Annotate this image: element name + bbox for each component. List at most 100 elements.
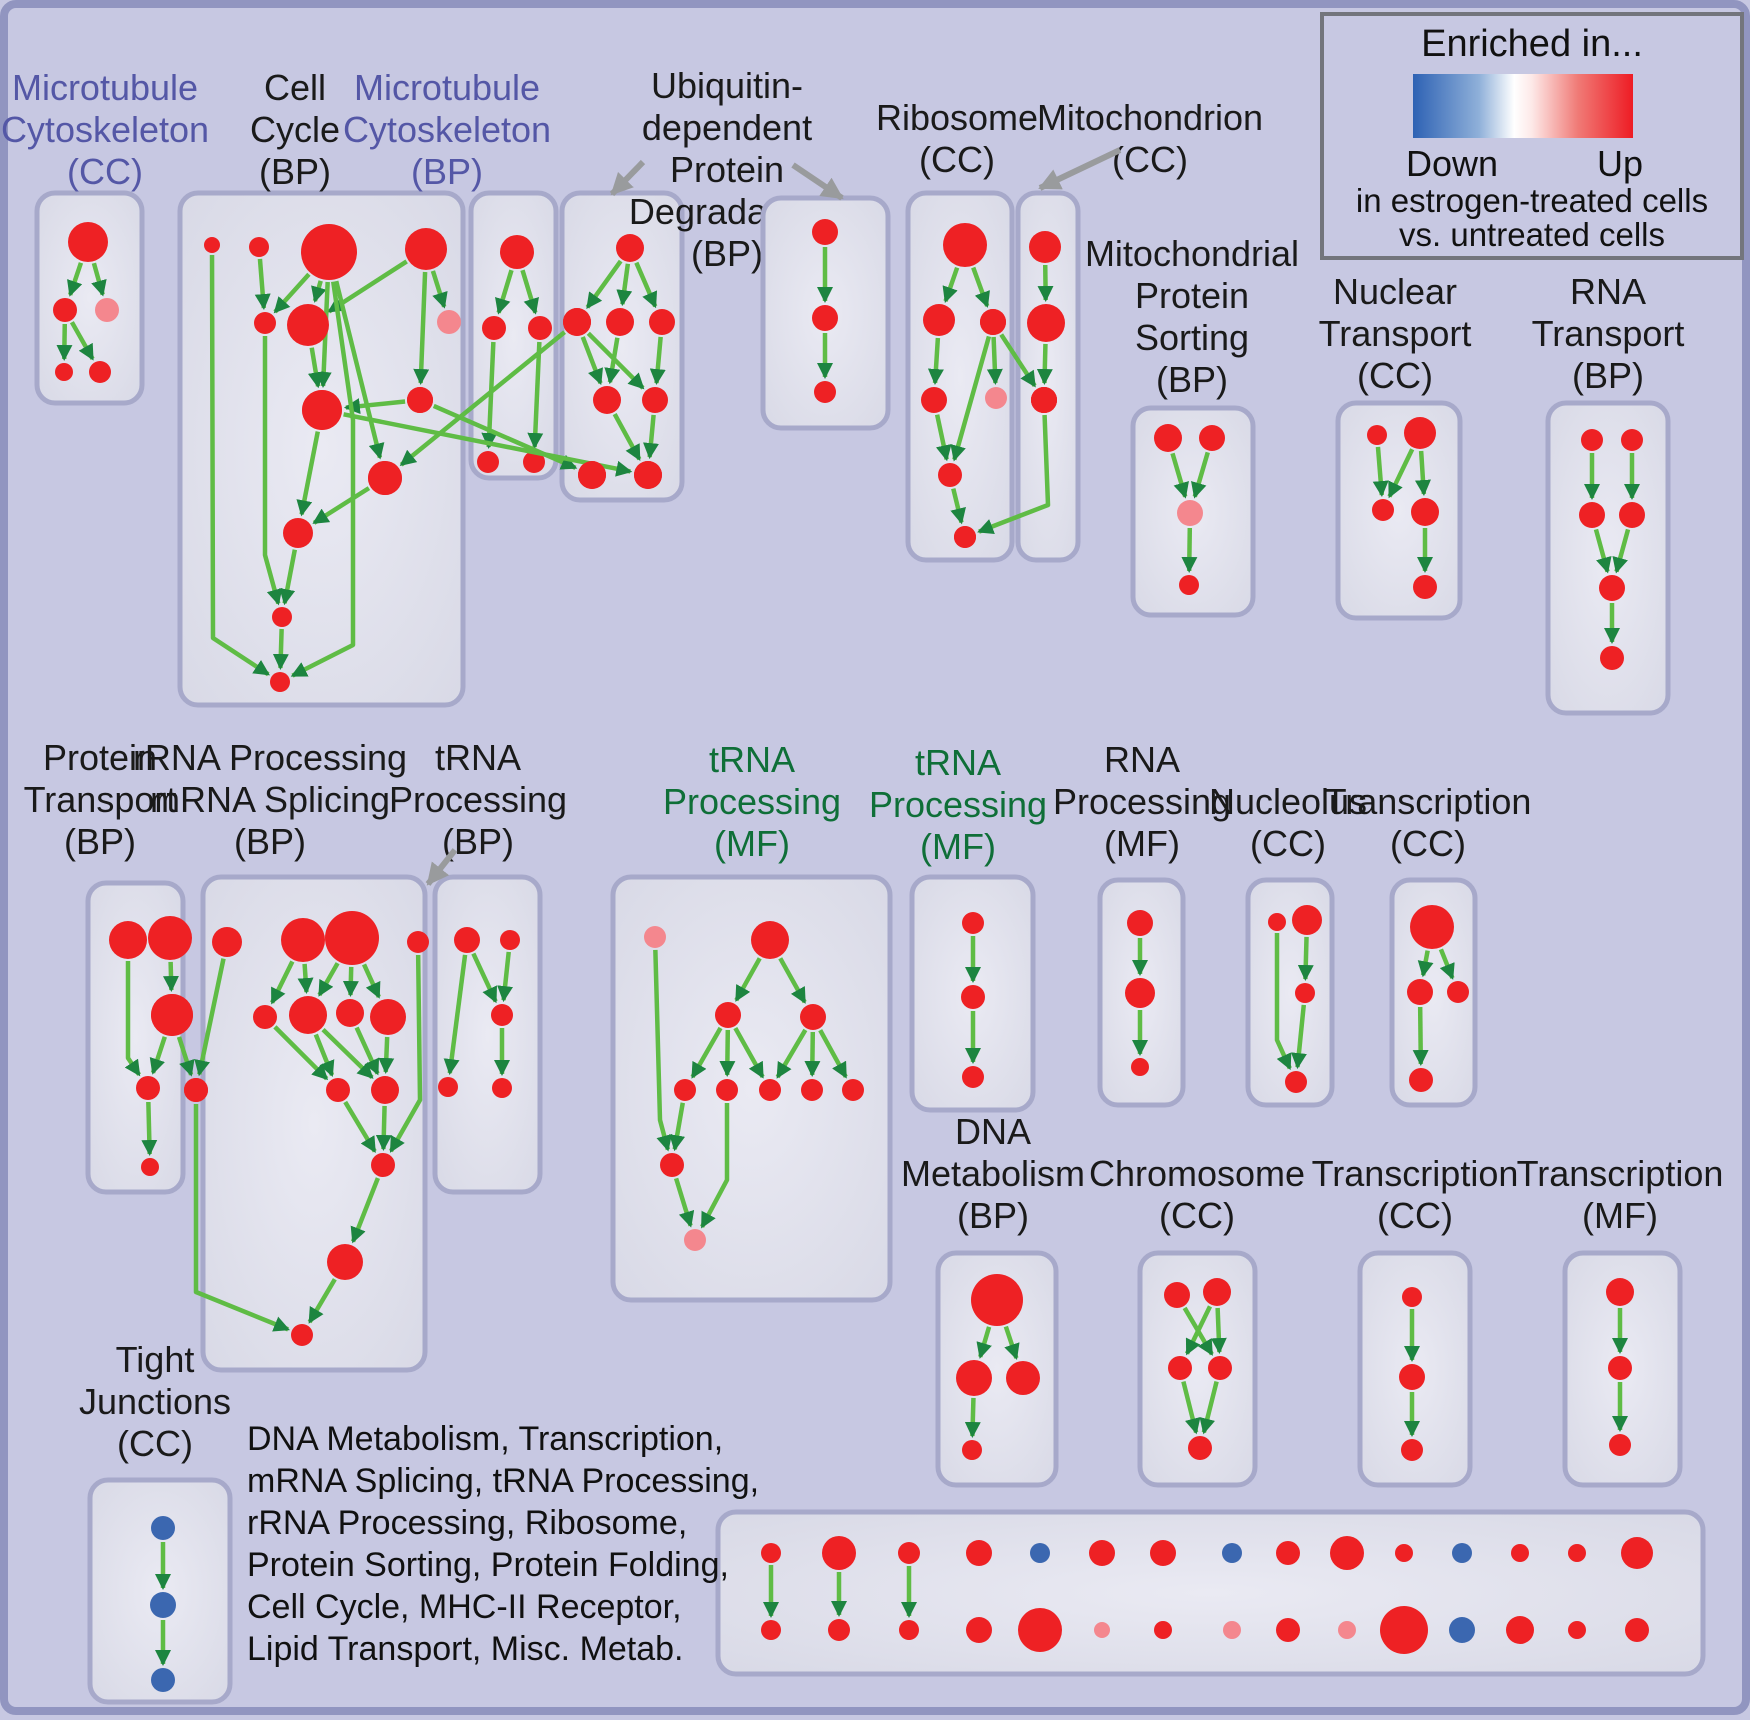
node-mito-sorting-mp1	[1154, 424, 1182, 452]
node-overlay-ubiquitin-1-u8	[634, 461, 662, 489]
node-trna-bp-tb1	[454, 927, 480, 953]
node-dna-metabolism-d1	[971, 1274, 1023, 1326]
node-rna-transport-rt5	[1599, 575, 1625, 601]
edge-protein-transport-pt4-pt5	[148, 1102, 149, 1154]
node-tight-junctions-j2	[150, 1592, 176, 1618]
cluster-label-trna-bp-line-0: tRNA	[435, 737, 521, 778]
node-rrna-r3	[325, 911, 379, 965]
node-nuclear-transport-nt2	[1404, 417, 1436, 449]
cluster-label-dna-metabolism-line-1: Metabolism	[901, 1153, 1085, 1194]
edge-trna-mf-big-g4-b4	[812, 1032, 813, 1075]
cluster-label-ubiquitin-1-line-2: Protein	[670, 149, 784, 190]
node-overlay-cell-cycle-cc9	[302, 390, 342, 430]
node-microtubule-bp-t	[500, 235, 534, 269]
cluster-label-microtubule-bp-line-0: Microtubule	[354, 67, 540, 108]
cluster-label-mito-sorting-line-3: (BP)	[1156, 359, 1228, 400]
cluster-label-tight-junctions-line-0: Tight	[116, 1339, 195, 1380]
node-rna-proc-mf-p3	[1131, 1058, 1149, 1076]
node-misc-b5	[1018, 1608, 1062, 1652]
node-chromosome-ch4	[1208, 1356, 1232, 1380]
node-overlay-cell-cycle-cc10	[368, 461, 402, 495]
node-chromosome-ch5	[1188, 1436, 1212, 1460]
edge-transcription-cc-mid-tc2-tc4	[1420, 1007, 1421, 1064]
edge-nuclear-transport-nt2-nt4	[1421, 451, 1424, 494]
category-note-line-3: Protein Sorting, Protein Folding,	[247, 1546, 729, 1584]
node-nucleolus-nl4	[1285, 1071, 1307, 1093]
node-mito-sorting-mp4	[1179, 575, 1199, 595]
node-overlay-ubiquitin-1-u2	[563, 308, 591, 336]
cluster-label-nucleolus-line-1: (CC)	[1250, 823, 1326, 864]
node-ribosome-rb1	[943, 223, 987, 267]
node-misc-b13	[1506, 1616, 1534, 1644]
cluster-label-trna-mf-big-line-1: Processing	[663, 781, 841, 822]
node-ubiquitin-1-u3	[606, 308, 634, 336]
node-overlay-ribosome-rb3	[980, 309, 1006, 335]
category-note-line-2: rRNA Processing, Ribosome,	[247, 1504, 687, 1542]
legend-title: Enriched in...	[1421, 23, 1643, 65]
category-note-line-4: Cell Cycle, MHC-II Receptor,	[247, 1588, 682, 1626]
cluster-label-ribosome-line-0: Ribosome	[876, 97, 1038, 138]
node-mitochondrion-mt2	[1027, 304, 1065, 342]
node-rna-proc-mf-p1	[1127, 910, 1153, 936]
node-tight-junctions-j3	[151, 1668, 175, 1692]
edge-dna-metabolism-d2-d4	[972, 1398, 973, 1436]
node-cell-cycle-cc3	[301, 224, 357, 280]
node-ribosome-rb6	[938, 463, 962, 487]
node-misc-b9	[1276, 1618, 1300, 1642]
node-microtubule-cc-b	[53, 298, 77, 322]
node-mito-sorting-mp3	[1177, 500, 1203, 526]
node-overlay-mitochondrion-mt3	[1031, 387, 1057, 413]
node-mitochondrion-mt1	[1029, 231, 1061, 263]
cluster-label-mito-sorting-line-0: Mitochondrial	[1085, 233, 1299, 274]
node-nucleolus-nl3	[1295, 983, 1315, 1003]
node-rrna-r13	[327, 1244, 363, 1280]
node-rrna-r8	[370, 999, 406, 1035]
cluster-label-cell-cycle-line-0: Cell	[264, 67, 326, 108]
node-misc-b7	[1154, 1621, 1172, 1639]
node-nucleolus-nl1	[1268, 913, 1286, 931]
node-trna-bp-tb5	[492, 1078, 512, 1098]
node-trna-mf-big-g5	[660, 1153, 684, 1177]
cluster-label-rna-proc-mf-line-2: (MF)	[1104, 823, 1180, 864]
node-trna-mf-big-b5	[842, 1079, 864, 1101]
cluster-box-misc	[718, 1512, 1703, 1674]
cluster-label-rna-transport-line-1: Transport	[1532, 313, 1685, 354]
node-protein-transport-pt1	[109, 921, 147, 959]
node-rrna-r1	[212, 927, 242, 957]
cluster-label-microtubule-bp-line-2: (BP)	[411, 151, 483, 192]
node-misc-t9	[1276, 1541, 1300, 1565]
cluster-label-dna-metabolism-line-2: (BP)	[957, 1195, 1029, 1236]
node-rrna-r2	[281, 918, 325, 962]
cluster-label-ribosome-line-1: (CC)	[919, 139, 995, 180]
edge-ribosome-rb2-rb4	[935, 338, 938, 383]
cluster-label-mitochondrion-line-1: (CC)	[1112, 139, 1188, 180]
node-misc-t4	[966, 1540, 992, 1566]
cluster-label-chromosome-line-1: (CC)	[1159, 1195, 1235, 1236]
node-cell-cycle-cc11	[283, 518, 313, 548]
node-ribosome-rb4	[921, 387, 947, 413]
node-misc-b3	[899, 1620, 919, 1640]
node-transcription-cc-mid-tc3	[1447, 981, 1469, 1003]
edge-chromosome-ch2-ch4	[1218, 1308, 1220, 1352]
node-misc-b10	[1338, 1621, 1356, 1639]
node-misc-b1	[761, 1620, 781, 1640]
cluster-label-ubiquitin-1-line-0: Ubiquitin-	[651, 65, 803, 106]
node-transcription-mf-y3	[1609, 1434, 1631, 1456]
node-trna-mf-big-b1	[674, 1079, 696, 1101]
node-rrna-r10	[371, 1076, 399, 1104]
edge-nucleolus-nl2-nl3	[1305, 937, 1306, 979]
edge-rrna-r2-r6	[305, 964, 307, 992]
cluster-label-tight-junctions-line-2: (CC)	[117, 1423, 193, 1464]
cluster-label-mito-sorting-line-1: Protein	[1135, 275, 1249, 316]
node-nucleolus-nl2	[1292, 905, 1322, 935]
cluster-label-transcription-cc-mid-line-1: (CC)	[1390, 823, 1466, 864]
legend: Enriched in... Down Up in estrogen-treat…	[1322, 14, 1742, 258]
cluster-label-nuclear-transport-line-2: (CC)	[1357, 355, 1433, 396]
node-trna-mf-big-g6	[684, 1229, 706, 1251]
node-transcription-cc-mid-tc2	[1407, 979, 1433, 1005]
node-rrna-r4	[407, 931, 429, 953]
node-trna-mf-small-s2	[961, 985, 985, 1009]
cluster-ubiquitin-2	[763, 198, 888, 428]
